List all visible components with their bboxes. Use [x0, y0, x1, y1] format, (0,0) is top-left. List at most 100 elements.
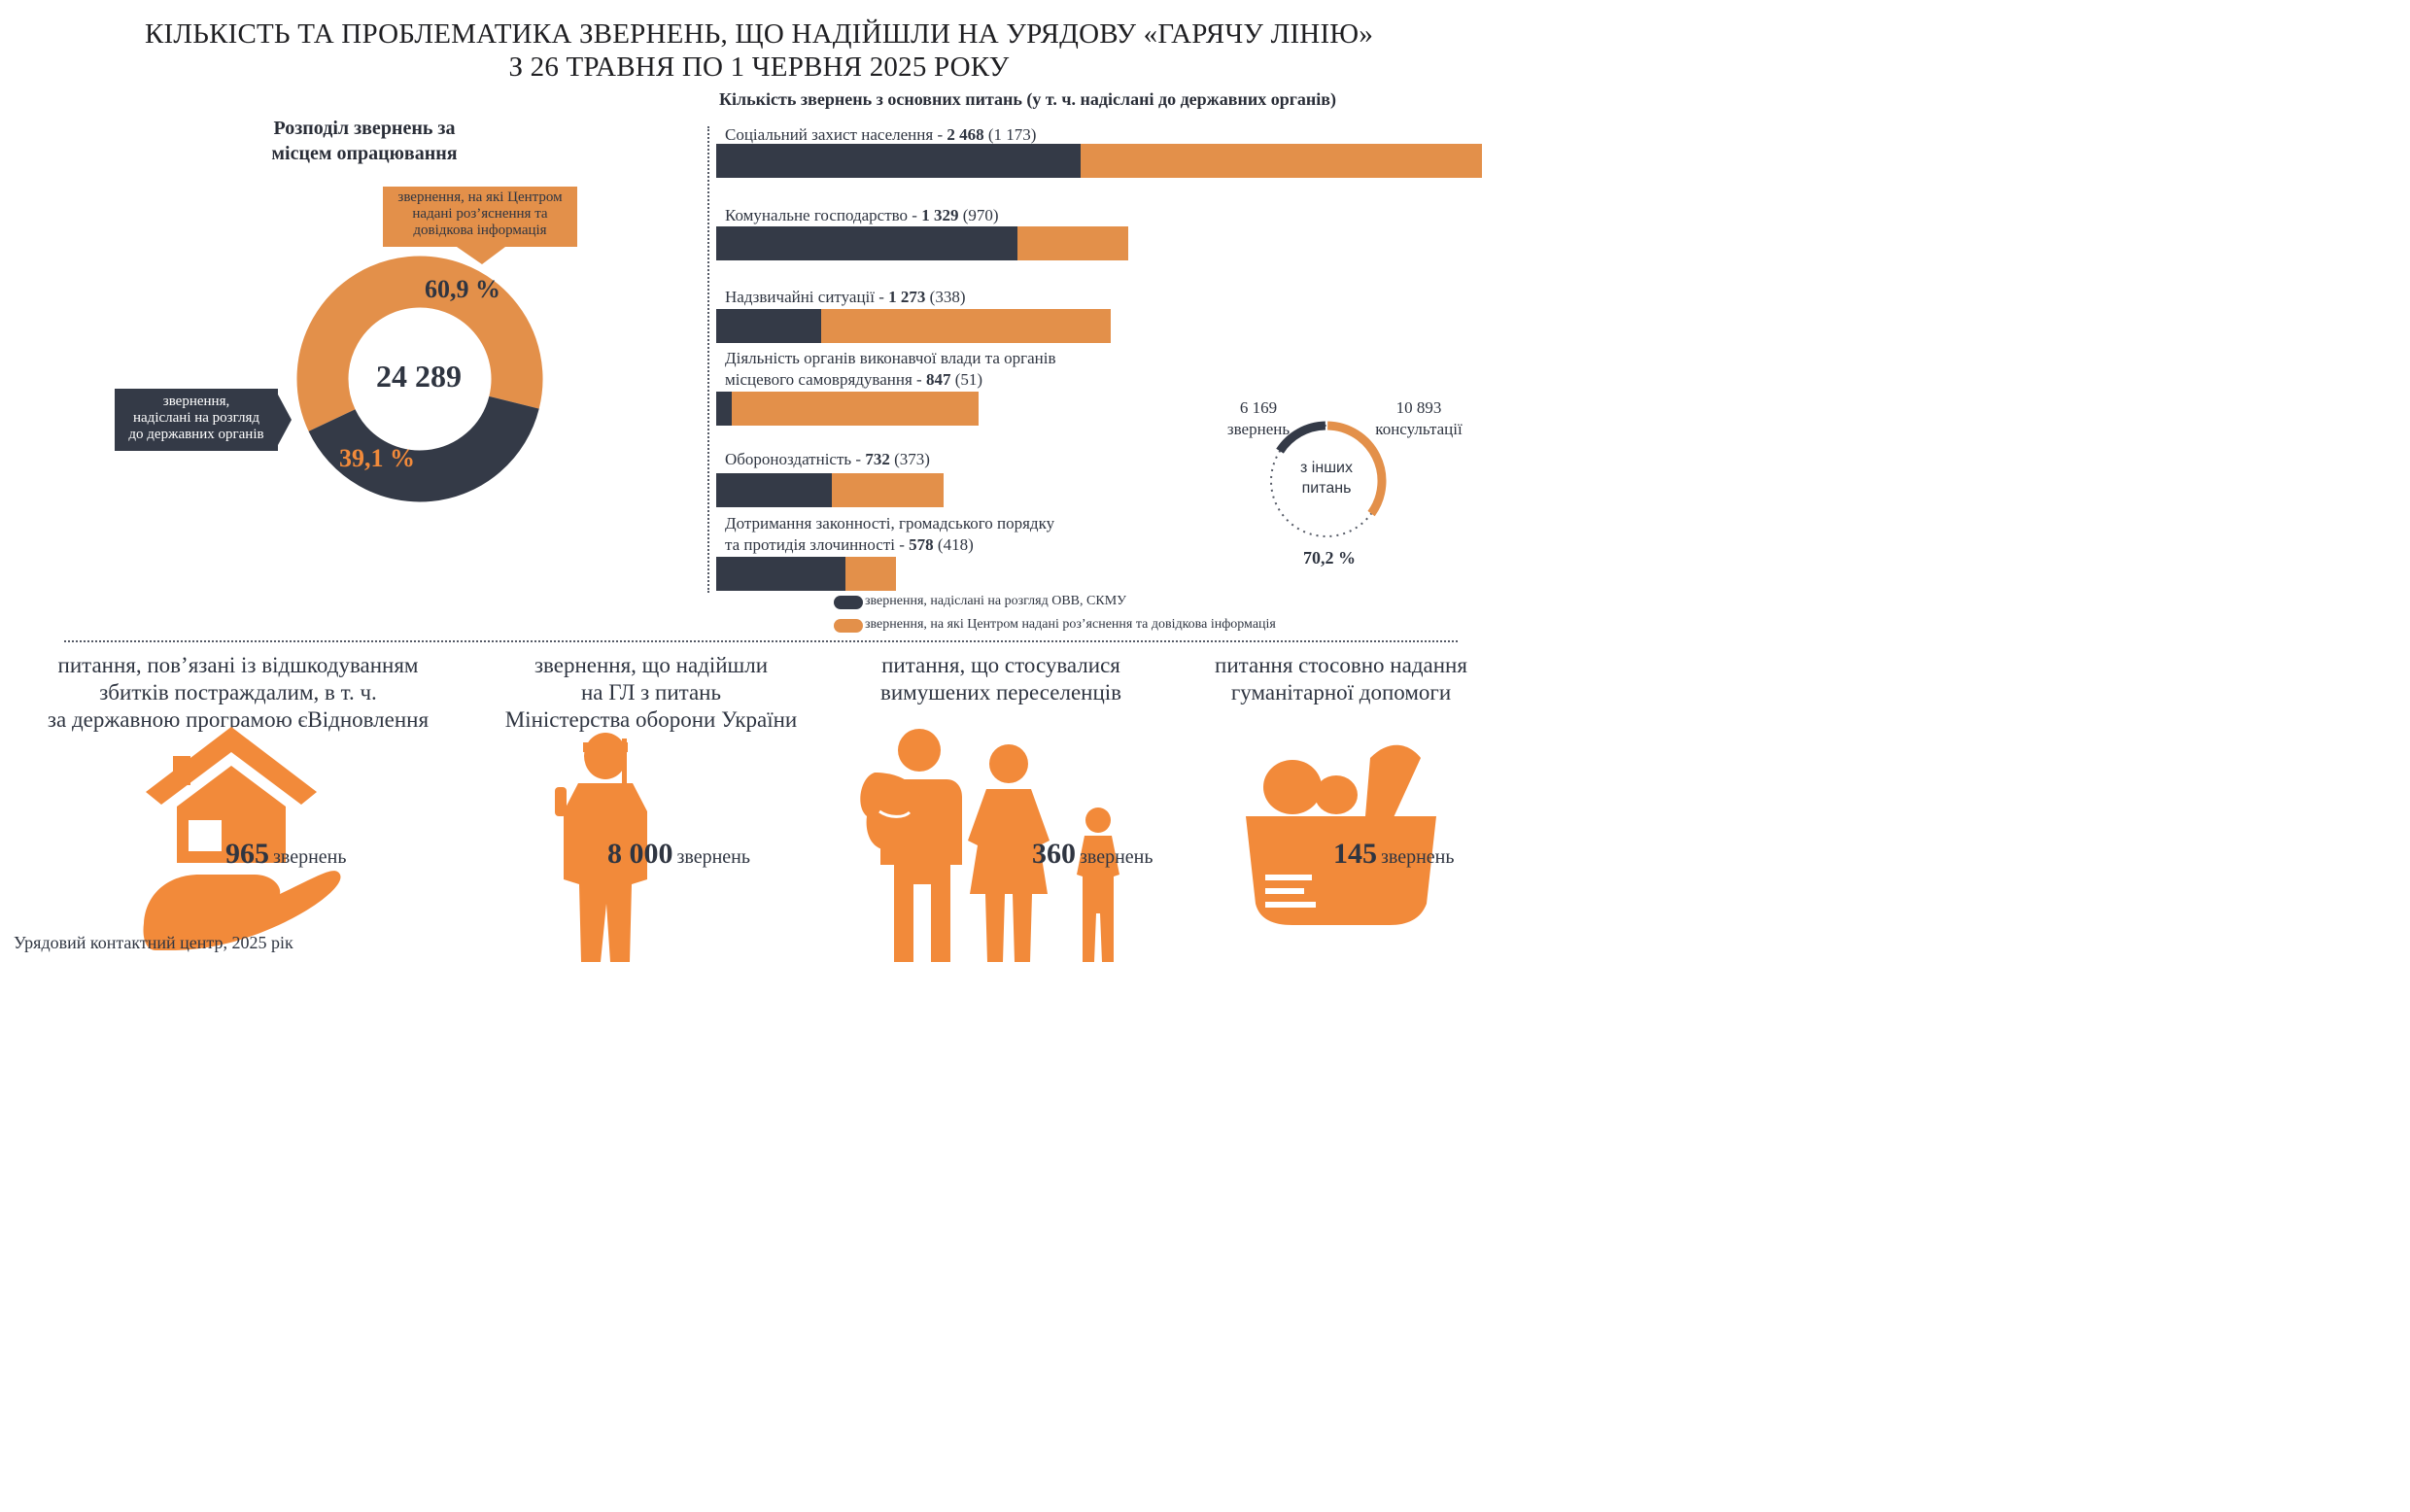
- small-donut-pct: 70,2 %: [1303, 548, 1356, 567]
- family-icon: [860, 729, 1119, 962]
- bars-heading: Кількість звернень з основних питань (у …: [719, 89, 1336, 109]
- page-title-line2: З 26 ТРАВНЯ ПО 1 ЧЕРВНЯ 2025 РОКУ: [508, 52, 1010, 83]
- bar-label-3: Діяльність органів виконавчої влади та о…: [725, 348, 1055, 391]
- family-stat-unit: звернень: [1080, 846, 1153, 868]
- house-stat: 965 звернень: [225, 838, 347, 871]
- house-icon: [143, 727, 341, 950]
- family-stat-num: 360: [1032, 838, 1076, 870]
- small-donut-center-line1: з інших: [1300, 460, 1353, 476]
- bar-segment-consultation: [820, 309, 1112, 343]
- bar-total-value: 732: [865, 450, 890, 468]
- dark-callout-text: звернення, надіслані на розгляд до держа…: [115, 394, 278, 443]
- small-donut: [1270, 421, 1387, 537]
- basket-stat: 145 звернень: [1333, 838, 1455, 871]
- bar-sent-value: (970): [958, 206, 999, 224]
- bar-label-text: Соціальний захист населення -: [725, 125, 947, 144]
- family-title-line1: питання, що стосувалися: [881, 653, 1120, 677]
- bar-sent-value: (373): [889, 450, 930, 468]
- basket-title-line1: питання стосовно надання: [1215, 653, 1467, 677]
- bar-segment-consultation: [845, 557, 896, 591]
- bar-segment-sent: [716, 473, 833, 507]
- bar-segment-sent: [716, 309, 821, 343]
- family-stat: 360 звернень: [1032, 838, 1153, 871]
- house-title-line2: збитків постраждалим, в т. ч.: [99, 680, 377, 704]
- soldier-icon: [555, 733, 647, 962]
- soldier-title-line3: Міністерства оборони України: [504, 707, 798, 732]
- bar-segment-consultation: [1016, 226, 1129, 260]
- bar-sent-value: (338): [925, 288, 966, 306]
- bar-segment-sent: [716, 392, 733, 426]
- bar-label-5: Дотримання законності, громадського поря…: [725, 513, 1054, 556]
- donut-slice-orange: [296, 256, 543, 431]
- house-title-line3: за державною програмою єВідновлення: [47, 707, 430, 732]
- donut-heading-line1: Розподіл звернень за: [273, 118, 456, 139]
- bar-segment-consultation: [1080, 144, 1482, 178]
- small-donut-left-word: звернень: [1226, 420, 1291, 438]
- bar-label-4: Обороноздатність - 732 (373): [725, 449, 930, 470]
- dark-callout-line1: звернення,: [162, 394, 230, 409]
- bar-total-value: 2 468: [947, 125, 984, 144]
- soldier-title-line2: на ГЛ з питань: [581, 680, 721, 704]
- bar-label-1: Комунальне господарство - 1 329 (970): [725, 205, 999, 226]
- bar-label-line2: та протидія злочинності - 578 (418): [725, 534, 1054, 556]
- bar-sent-value: (1 173): [983, 125, 1037, 144]
- donut-slice-dark: [308, 395, 539, 502]
- orange-callout-box: [383, 187, 577, 264]
- bar-label-text: Комунальне господарство -: [725, 206, 922, 224]
- bars-axis: [707, 126, 709, 593]
- bar-label-line1: Дотримання законності, громадського поря…: [725, 514, 1055, 533]
- dark-callout-line3: до державних органів: [128, 427, 264, 442]
- house-title-line1: питання, пов’язані із відшкодуванням: [57, 653, 419, 677]
- legend-orange-label: звернення, на які Центром надані роз’ясн…: [865, 617, 1276, 632]
- donut-chart: [115, 187, 577, 502]
- basket-title-line2: гуманітарної допомоги: [1230, 680, 1452, 704]
- small-donut-right-word: консультації: [1375, 420, 1463, 438]
- dark-callout-line2: надіслані на розгляд: [133, 410, 259, 426]
- dark-callout-box: [115, 389, 292, 451]
- page-title-line1: КІЛЬКІСТЬ ТА ПРОБЛЕМАТИКА ЗВЕРНЕНЬ, ЩО Н…: [144, 18, 1374, 50]
- house-stat-unit: звернень: [273, 846, 347, 868]
- donut-heading: Розподіл звернень за місцем опрацювання: [233, 116, 496, 166]
- bar-segment-sent: [716, 226, 1017, 260]
- bar-total-value: 847: [925, 370, 951, 389]
- bar-total-value: 1 273: [888, 288, 926, 306]
- small-donut-orange-arc: [1326, 421, 1387, 517]
- soldier-stat-num: 8 000: [607, 838, 673, 870]
- main-donut-group: [296, 256, 543, 502]
- bar-label-text: Надзвичайні ситуації -: [725, 288, 889, 306]
- soldier-title: звернення, що надійшли на ГЛ з питань Мі…: [447, 652, 855, 734]
- small-donut-left-num: 6 169: [1239, 398, 1278, 417]
- soldier-stat: 8 000 звернень: [607, 838, 750, 871]
- bar-label-line1: Соціальний захист населення - 2 468 (1 1…: [725, 124, 1036, 146]
- footer-source: Урядовий контактний центр, 2025 рік: [14, 933, 293, 952]
- small-donut-left-label: 6 169 звернень: [1220, 397, 1297, 440]
- family-title-line2: вимушених переселенців: [879, 680, 1122, 704]
- donut-dark-pct: 39,1 %: [339, 444, 415, 472]
- bar-label-text: місцевого самоврядування -: [725, 370, 926, 389]
- small-donut-center: з інших питань: [1283, 458, 1370, 498]
- house-title: питання, пов’язані із відшкодуванням зби…: [19, 652, 457, 734]
- bar-segment-sent: [716, 557, 846, 591]
- donut-total: 24 289: [376, 359, 462, 394]
- bar-label-line1: Діяльність органів виконавчої влади та о…: [725, 349, 1056, 367]
- bar-label-line2: місцевого самоврядування - 847 (51): [725, 369, 1055, 391]
- bar-sent-value: (418): [933, 535, 974, 554]
- orange-callout-line2: надані роз’яснення та: [412, 206, 548, 222]
- basket-title: питання стосовно надання гуманітарної до…: [1186, 652, 1497, 706]
- small-donut-right-num: 10 893: [1395, 398, 1442, 417]
- donut-heading-line2: місцем опрацювання: [271, 143, 458, 164]
- legend-dark-label: звернення, надіслані на розгляд ОВВ, СКМ…: [865, 594, 1127, 608]
- bar-sent-value: (51): [950, 370, 983, 389]
- bar-label-text: та протидія злочинності -: [725, 535, 910, 554]
- small-donut-center-line2: питань: [1301, 480, 1352, 497]
- small-donut-right-label: 10 893 консультації: [1360, 397, 1477, 440]
- bar-segment-consultation: [832, 473, 944, 507]
- bar-segment-sent: [716, 144, 1081, 178]
- bottom-icons: [143, 727, 1436, 962]
- family-title: питання, що стосувалися вимушених пересе…: [845, 652, 1156, 706]
- bar-segment-consultation: [732, 392, 980, 426]
- bar-label-line1: Надзвичайні ситуації - 1 273 (338): [725, 287, 966, 308]
- basket-icon: [1246, 744, 1436, 925]
- bar-label-0: Соціальний захист населення - 2 468 (1 1…: [725, 124, 1036, 146]
- orange-callout-text: звернення, на які Центром надані роз’ясн…: [383, 189, 577, 239]
